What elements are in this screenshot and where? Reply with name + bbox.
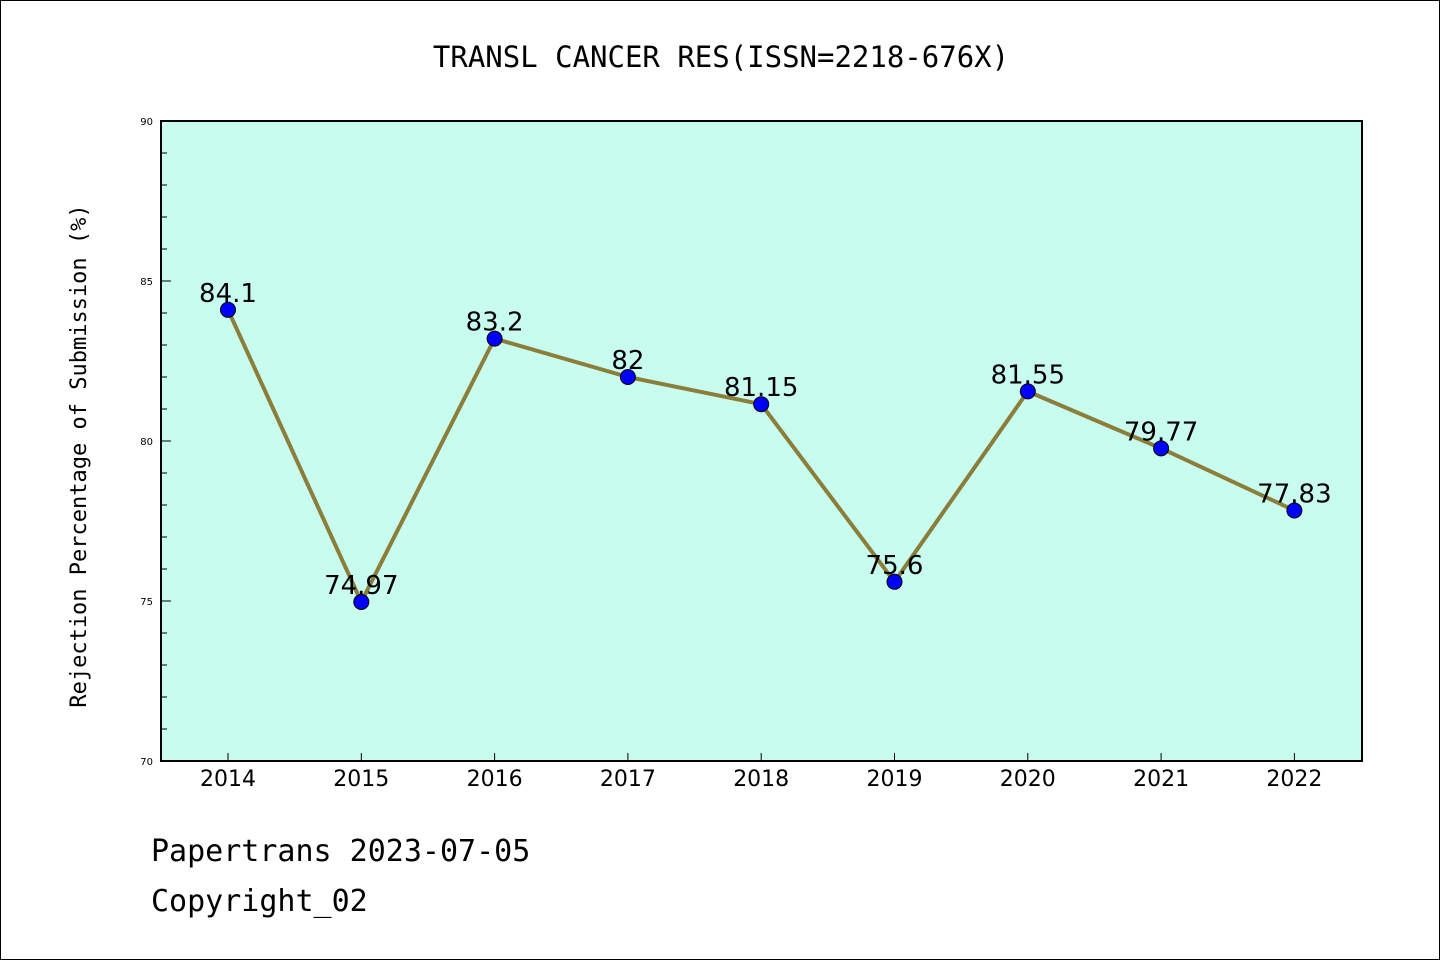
x-tick-label: 2019 (867, 767, 923, 792)
x-tick-label: 2015 (333, 767, 389, 792)
x-tick-label: 2018 (733, 767, 789, 792)
data-label: 74.97 (324, 571, 398, 601)
data-label: 75.6 (866, 551, 924, 581)
data-label: 82 (611, 346, 644, 376)
data-label: 77.83 (1257, 479, 1331, 509)
data-labels: 84.1 74.97 83.2 82 81.15 75.6 81.55 79.77 77.83 (199, 279, 1332, 601)
y-axis: 70 75 80 85 90 (140, 117, 171, 768)
y-tick-label: 70 (140, 757, 153, 768)
data-point (619, 369, 636, 385)
chart-title: TRANSL CANCER RES(ISSN=2218-676X) (433, 40, 1009, 74)
data-label: 81.15 (724, 373, 798, 403)
footer-copyright: Copyright_02 (151, 884, 368, 919)
data-point (353, 593, 370, 610)
data-point (1286, 502, 1303, 519)
y-axis-label: Rejection Percentage of Submission (%) (67, 204, 92, 707)
y-tick-label: 90 (140, 117, 153, 128)
x-tick-label: 2020 (1000, 767, 1056, 792)
y-tick-label: 75 (140, 597, 153, 608)
x-tick-label: 2014 (200, 767, 256, 792)
data-point (220, 301, 236, 318)
data-point (753, 396, 770, 413)
data-point (1019, 383, 1036, 400)
data-label: 83.2 (466, 308, 524, 338)
data-label: 79.77 (1124, 417, 1198, 447)
x-tick-label: 2017 (600, 767, 656, 792)
data-point (1153, 440, 1170, 457)
x-tick-label: 2021 (1133, 767, 1189, 792)
data-point (486, 330, 503, 347)
footer-date: Papertrans 2023-07-05 (151, 834, 531, 869)
x-tick-label: 2022 (1266, 767, 1322, 792)
y-tick-label: 85 (140, 277, 153, 288)
data-point (886, 573, 903, 590)
y-tick-label: 80 (140, 437, 153, 448)
x-axis: 2014 2015 2016 2017 2018 2019 2020 2021 2022 (200, 753, 1322, 792)
data-label: 81.55 (991, 360, 1065, 390)
series-line-group (220, 301, 1303, 610)
data-label: 84.1 (199, 279, 257, 309)
x-tick-label: 2016 (467, 767, 523, 792)
